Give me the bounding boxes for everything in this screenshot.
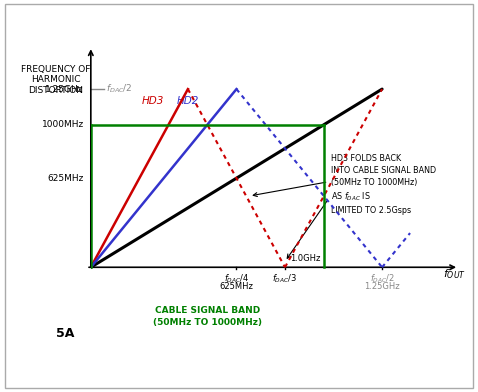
Text: 1.25GHz: 1.25GHz	[364, 281, 400, 290]
Text: HD3: HD3	[142, 96, 164, 106]
Text: HD3 FOLDS BACK
INTO CABLE SIGNAL BAND
(50MHz TO 1000MHz)
AS $f_{DAC}$ IS
LIMITED: HD3 FOLDS BACK INTO CABLE SIGNAL BAND (5…	[331, 154, 436, 215]
Text: $f_{DAC}$/4: $f_{DAC}$/4	[224, 273, 249, 285]
Text: 625MHz: 625MHz	[219, 281, 253, 290]
Text: CABLE SIGNAL BAND
(50MHz TO 1000MHz): CABLE SIGNAL BAND (50MHz TO 1000MHz)	[153, 306, 262, 327]
Text: $f_{DAC}$/2: $f_{DAC}$/2	[369, 273, 394, 285]
Text: 1.0GHz: 1.0GHz	[290, 254, 320, 263]
Text: $f_{DAC}$/2: $f_{DAC}$/2	[106, 83, 132, 95]
Text: 625MHz: 625MHz	[47, 174, 84, 183]
Text: $f_{DAC}$/3: $f_{DAC}$/3	[272, 273, 298, 285]
Text: FREQUENCY OF
HARMONIC
DISTORTION: FREQUENCY OF HARMONIC DISTORTION	[21, 65, 90, 94]
Text: 5A: 5A	[56, 327, 74, 340]
Text: 1.25GHz: 1.25GHz	[45, 85, 84, 94]
Text: $f_{OUT}$: $f_{OUT}$	[443, 267, 466, 281]
Text: HD2: HD2	[177, 96, 199, 106]
Text: 1000MHz: 1000MHz	[42, 120, 84, 129]
